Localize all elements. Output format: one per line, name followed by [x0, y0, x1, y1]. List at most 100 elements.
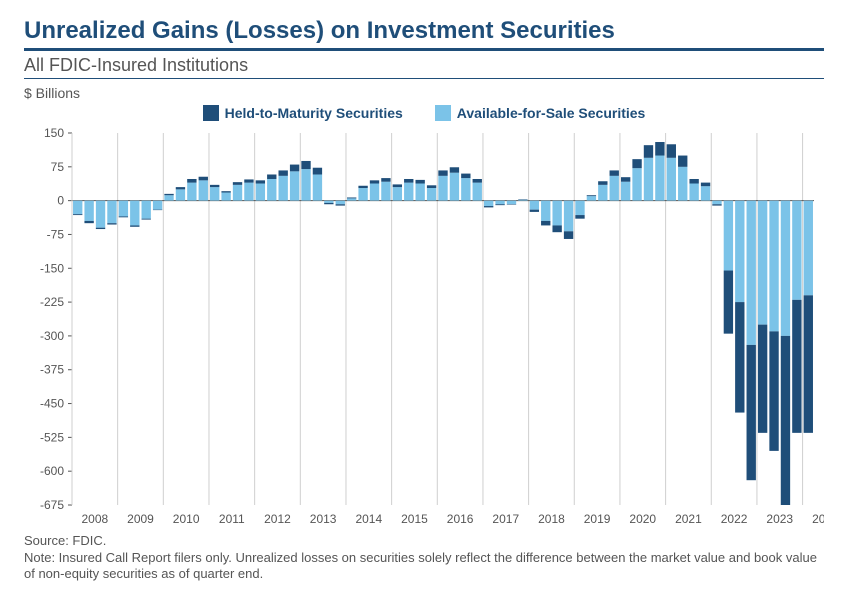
- bar-htm: [256, 181, 265, 184]
- bar-htm: [667, 145, 676, 159]
- ytick-label: 75: [51, 160, 65, 174]
- xtick-label: 2010: [173, 512, 200, 526]
- ytick-label: -75: [47, 228, 65, 242]
- bar-htm: [587, 196, 596, 197]
- bar-htm: [210, 185, 219, 187]
- bar-htm: [473, 179, 482, 183]
- bar-htm: [655, 142, 664, 156]
- bar-htm: [689, 179, 698, 184]
- yaxis-title: $ Billions: [24, 85, 824, 101]
- bar-afs: [119, 201, 128, 217]
- bar-htm: [678, 156, 687, 167]
- bar-afs: [747, 201, 756, 345]
- bar-htm: [769, 332, 778, 451]
- bar-htm: [290, 165, 299, 172]
- bar-htm: [735, 302, 744, 412]
- bar-htm: [701, 183, 710, 187]
- legend-label-afs: Available-for-Sale Securities: [457, 105, 646, 121]
- xtick-label: 2017: [492, 512, 519, 526]
- xtick-label: 2023: [766, 512, 793, 526]
- bar-htm: [610, 171, 619, 176]
- bar-afs: [415, 184, 424, 201]
- bar-afs: [324, 201, 333, 203]
- bar-afs: [758, 201, 767, 325]
- subtitle-rule: [24, 78, 824, 79]
- bar-afs: [221, 193, 230, 201]
- bar-afs: [176, 190, 185, 201]
- bar-htm: [530, 210, 539, 212]
- bar-afs: [495, 201, 504, 205]
- legend-swatch-afs: [435, 105, 451, 121]
- bar-afs: [484, 201, 493, 206]
- bar-htm: [96, 228, 105, 229]
- bar-htm: [575, 215, 584, 219]
- bar-htm: [450, 168, 459, 173]
- legend-item-htm: Held-to-Maturity Securities: [203, 105, 403, 121]
- bar-htm: [541, 221, 550, 226]
- chart-svg: -675-600-525-450-375-300-225-150-7507515…: [24, 127, 824, 527]
- bar-afs: [153, 201, 162, 210]
- bar-afs: [450, 173, 459, 201]
- subtitle: All FDIC-Insured Institutions: [24, 55, 824, 76]
- bar-afs: [164, 196, 173, 201]
- bar-afs: [541, 201, 550, 221]
- bar-afs: [187, 183, 196, 201]
- bar-htm: [495, 205, 504, 206]
- xtick-label: 2022: [721, 512, 748, 526]
- bar-htm: [552, 226, 561, 233]
- bar-afs: [461, 178, 470, 201]
- bar-afs: [313, 175, 322, 201]
- bar-htm: [119, 217, 128, 218]
- bar-htm: [347, 198, 356, 199]
- chart-container: Unrealized Gains (Losses) on Investment …: [0, 0, 848, 602]
- ytick-label: -450: [40, 397, 64, 411]
- bar-htm: [438, 171, 447, 176]
- bar-htm: [781, 336, 790, 505]
- xtick-label: 2016: [447, 512, 474, 526]
- bar-afs: [507, 201, 516, 205]
- ytick-label: -525: [40, 431, 64, 445]
- bar-htm: [724, 271, 733, 334]
- bar-afs: [199, 181, 208, 201]
- xtick-label: 2021: [675, 512, 702, 526]
- bar-htm: [336, 205, 345, 206]
- bar-afs: [279, 176, 288, 201]
- bar-afs: [473, 183, 482, 201]
- page-title: Unrealized Gains (Losses) on Investment …: [24, 18, 824, 44]
- ytick-label: 0: [57, 194, 64, 208]
- bar-afs: [267, 179, 276, 201]
- bar-afs: [256, 184, 265, 201]
- bar-afs: [530, 201, 539, 210]
- bar-afs: [130, 201, 139, 226]
- bar-afs: [701, 187, 710, 201]
- bar-htm: [564, 232, 573, 240]
- bar-afs: [233, 185, 242, 201]
- bar-htm: [233, 183, 242, 186]
- bar-htm: [644, 146, 653, 159]
- bar-htm: [313, 168, 322, 175]
- footnote-source: Source: FDIC.: [24, 533, 824, 549]
- legend-label-htm: Held-to-Maturity Securities: [225, 105, 403, 121]
- bar-htm: [84, 221, 93, 223]
- legend: Held-to-Maturity Securities Available-fo…: [24, 105, 824, 121]
- bar-afs: [610, 176, 619, 201]
- footnote: Source: FDIC. Note: Insured Call Report …: [24, 533, 824, 582]
- bar-afs: [518, 200, 527, 201]
- ytick-label: 150: [44, 127, 64, 140]
- ytick-label: -225: [40, 295, 64, 309]
- xtick-label: 2020: [629, 512, 656, 526]
- xtick-label: 2012: [264, 512, 291, 526]
- bar-htm: [415, 180, 424, 184]
- bar-afs: [290, 172, 299, 201]
- xtick-label: 2009: [127, 512, 154, 526]
- bar-afs: [587, 197, 596, 202]
- bar-afs: [667, 158, 676, 201]
- bar-htm: [279, 171, 288, 176]
- bar-htm: [176, 187, 185, 189]
- ytick-label: -300: [40, 329, 64, 343]
- bar-afs: [575, 201, 584, 215]
- bar-afs: [804, 201, 813, 296]
- bar-afs: [655, 156, 664, 201]
- xtick-label: 2011: [219, 512, 245, 526]
- legend-item-afs: Available-for-Sale Securities: [435, 105, 646, 121]
